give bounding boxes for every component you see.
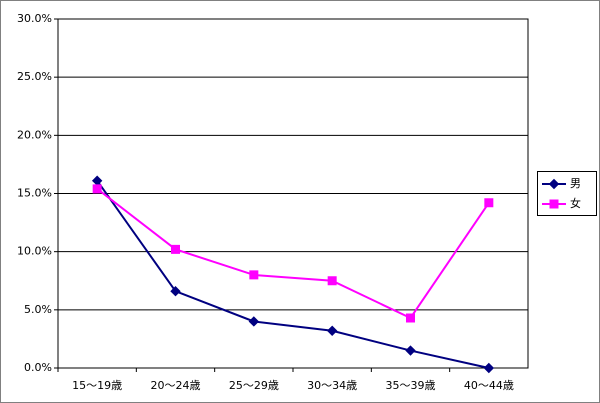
legend-marker <box>549 199 559 209</box>
legend <box>537 171 597 216</box>
data-point <box>326 325 338 336</box>
x-tick-label: 25〜29歳 <box>229 379 279 392</box>
data-point <box>249 270 259 280</box>
data-point <box>171 244 180 254</box>
series-line <box>96 180 490 369</box>
x-tick-label: 20〜24歳 <box>151 379 201 392</box>
y-tick-label: 5.0% <box>24 303 52 316</box>
data-point <box>248 316 260 327</box>
data-point <box>327 276 337 286</box>
data-point <box>170 286 181 297</box>
data-point <box>92 184 102 194</box>
y-tick-label: 0.0% <box>24 361 52 374</box>
y-tick-label: 30.0% <box>17 12 52 25</box>
y-tick-label: 20.0% <box>17 128 52 141</box>
x-tick-label: 15〜19歳 <box>72 379 122 392</box>
legend-marker <box>548 178 560 190</box>
data-point <box>484 198 494 208</box>
x-tick-label: 35〜39歳 <box>386 379 436 392</box>
x-tick-label: 40〜44歳 <box>464 379 514 392</box>
y-tick-label: 25.0% <box>17 70 52 83</box>
legend-label: 男 <box>570 177 581 190</box>
series-line <box>96 188 490 320</box>
x-tick-label: 30〜34歳 <box>307 379 357 392</box>
data-point <box>406 313 415 323</box>
data-point <box>483 362 495 374</box>
data-point <box>405 345 416 356</box>
y-tick-label: 10.0% <box>17 245 52 258</box>
y-tick-label: 15.0% <box>17 187 52 200</box>
legend-label: 女 <box>570 196 581 210</box>
